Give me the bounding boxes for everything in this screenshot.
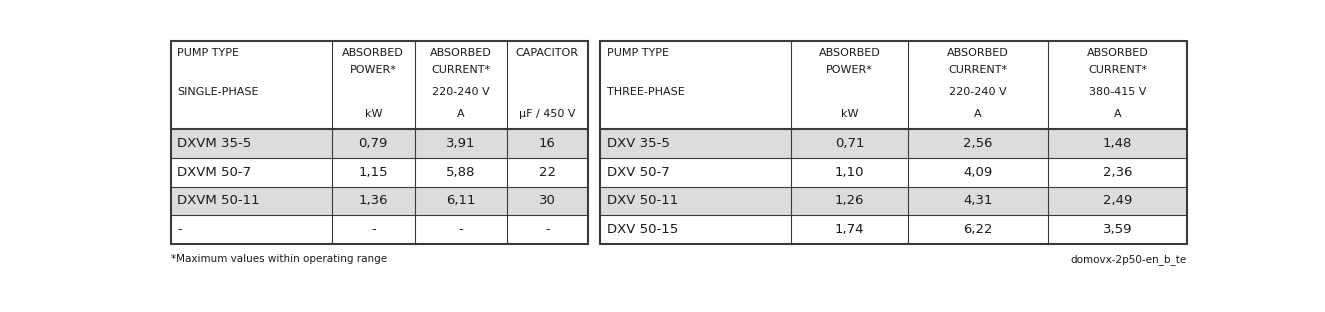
Text: 5,88: 5,88 [447,166,476,179]
Text: CURRENT*: CURRENT* [949,65,1008,76]
Text: kW: kW [841,109,859,119]
Bar [600,187,1187,215]
Text: μF / 450 V: μF / 450 V [519,109,575,119]
Text: 380-415 V: 380-415 V [1089,87,1146,97]
Text: A: A [1114,109,1121,119]
Text: 2,36: 2,36 [1102,166,1133,179]
Text: -: - [371,223,376,236]
Text: 1,36: 1,36 [359,194,388,207]
Text: ABSORBED: ABSORBED [819,48,881,58]
Text: 22: 22 [539,166,556,179]
Text: 1,48: 1,48 [1102,137,1133,150]
Text: ABSORBED: ABSORBED [429,48,492,58]
Text: POWER*: POWER* [350,65,396,76]
Text: 0,71: 0,71 [835,137,864,150]
Bar [171,41,588,244]
Text: -: - [458,223,464,236]
Text: CURRENT*: CURRENT* [1088,65,1147,76]
Text: POWER*: POWER* [827,65,873,76]
Text: 1,74: 1,74 [835,223,864,236]
Text: 220-240 V: 220-240 V [950,87,1007,97]
Text: DXVM 50-11: DXVM 50-11 [178,194,260,207]
Text: 4,31: 4,31 [963,194,992,207]
Text: 2,49: 2,49 [1102,194,1133,207]
Text: -: - [545,223,550,236]
Text: A: A [974,109,982,119]
Bar [171,187,588,215]
Text: 1,15: 1,15 [359,166,388,179]
Text: ABSORBED: ABSORBED [342,48,404,58]
Text: kW: kW [364,109,382,119]
Text: 6,11: 6,11 [447,194,476,207]
Text: CAPACITOR: CAPACITOR [515,48,579,58]
Text: 220-240 V: 220-240 V [432,87,490,97]
Bar [171,129,588,158]
Text: ABSORBED: ABSORBED [947,48,1010,58]
Text: 4,09: 4,09 [963,166,992,179]
Text: DXV 50-15: DXV 50-15 [607,223,678,236]
Text: 0,79: 0,79 [359,137,388,150]
Text: 2,56: 2,56 [963,137,992,150]
Text: DXV 50-11: DXV 50-11 [607,194,678,207]
Text: -: - [178,223,182,236]
Text: *Maximum values within operating range: *Maximum values within operating range [171,254,387,264]
Text: DXVM 50-7: DXVM 50-7 [178,166,252,179]
Bar [600,41,1187,244]
Text: 3,59: 3,59 [1102,223,1133,236]
Text: A: A [457,109,465,119]
Text: ABSORBED: ABSORBED [1086,48,1149,58]
Text: THREE-PHASE: THREE-PHASE [607,87,684,97]
Bar [171,41,588,244]
Text: 16: 16 [539,137,555,150]
Text: SINGLE-PHASE: SINGLE-PHASE [178,87,258,97]
Text: domovx-2p50-en_b_te: domovx-2p50-en_b_te [1071,254,1187,265]
Bar [600,41,1187,244]
Text: CURRENT*: CURRENT* [431,65,490,76]
Text: PUMP TYPE: PUMP TYPE [607,48,669,58]
Text: DXVM 35-5: DXVM 35-5 [178,137,252,150]
Text: DXV 50-7: DXV 50-7 [607,166,669,179]
Text: DXV 35-5: DXV 35-5 [607,137,669,150]
Text: 1,10: 1,10 [835,166,864,179]
Bar [600,129,1187,158]
Text: 30: 30 [539,194,555,207]
Text: 6,22: 6,22 [963,223,992,236]
Text: PUMP TYPE: PUMP TYPE [178,48,240,58]
Text: 1,26: 1,26 [835,194,864,207]
Text: 3,91: 3,91 [447,137,476,150]
